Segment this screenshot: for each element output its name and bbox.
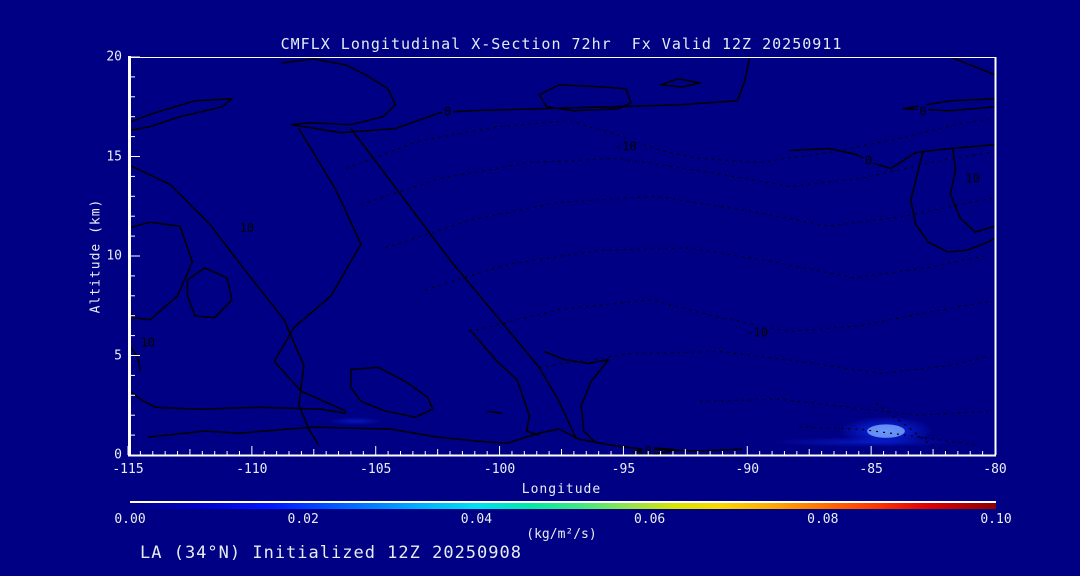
colorbar-tick-label: 0.10 xyxy=(980,512,1012,527)
weak-flux-patch xyxy=(328,417,384,426)
contour-line xyxy=(273,128,362,412)
contour-value-labels: 0 -10 10 10 -10 0 0 10 0 xyxy=(138,102,983,458)
colorbar-tick-label: 0.06 xyxy=(633,512,666,527)
negative-contours xyxy=(345,118,993,454)
x-axis-title: Longitude xyxy=(521,482,602,497)
x-tick-label: -80 xyxy=(983,462,1007,477)
contour-line xyxy=(281,57,751,134)
contour-line-negative xyxy=(875,402,951,454)
x-tick-label: -110 xyxy=(236,462,268,477)
contour-label: 10 xyxy=(965,171,979,185)
contour-line xyxy=(950,57,995,76)
contour-line-negative xyxy=(345,118,991,169)
colorbar-tick-label: 0.04 xyxy=(460,512,493,527)
y-tick-label: 10 xyxy=(106,248,122,264)
y-tick-label: 0 xyxy=(114,447,122,463)
contour-line xyxy=(659,78,701,88)
contour-line xyxy=(543,350,610,444)
initialization-info: LA (34°N) Initialized 12Z 20250908 xyxy=(140,543,522,563)
contour-label: 10 xyxy=(141,336,155,350)
x-tick-label: -100 xyxy=(483,462,516,477)
x-tick-label: -105 xyxy=(360,462,392,477)
contour-line xyxy=(902,98,995,112)
contour-line xyxy=(128,388,347,414)
y-tick-label: 20 xyxy=(106,49,122,65)
contour-line xyxy=(910,150,995,253)
axes-frame xyxy=(127,56,997,457)
contour-line-negative xyxy=(425,247,986,291)
contour-line xyxy=(487,410,503,414)
contour-line xyxy=(128,163,320,446)
low-level-flux-maximum-core xyxy=(867,424,905,438)
contour-line xyxy=(469,329,540,436)
y-tick-label: 5 xyxy=(114,348,122,363)
contour-line-negative xyxy=(700,398,991,416)
contour-line-negative xyxy=(799,426,976,446)
contour-label: 0 xyxy=(920,105,927,119)
x-tick-label: -90 xyxy=(735,462,760,477)
chart-title: CMFLX Longitudinal X-Section 72hr Fx Val… xyxy=(280,35,843,53)
contour-label: 10 xyxy=(240,221,254,235)
contour-line-negative xyxy=(469,299,988,333)
contour-line xyxy=(128,343,142,372)
contour-line xyxy=(186,267,233,319)
contour-label: -10 xyxy=(615,140,637,154)
contour-line xyxy=(350,128,578,440)
colorbar-tick-label: 0.00 xyxy=(114,512,146,527)
colorbar-gradient xyxy=(130,501,996,509)
y-tick-label: 15 xyxy=(106,149,122,164)
contour-line xyxy=(789,143,995,170)
contour-line-negative xyxy=(385,195,993,249)
colorbar-tick-label: 0.02 xyxy=(287,512,319,527)
contour-label: 0 xyxy=(444,105,451,119)
contour-line xyxy=(147,426,743,452)
contour-line-negative xyxy=(360,151,991,205)
x-tick-label: -85 xyxy=(859,462,883,477)
contour-label: 0 xyxy=(645,444,652,458)
contour-line-negative xyxy=(539,350,991,374)
plot-area: 0 -10 10 10 -10 0 0 10 0 xyxy=(128,57,995,458)
contour-line xyxy=(128,221,194,321)
contour-line xyxy=(350,366,434,418)
near-surface-flux-streak xyxy=(769,437,958,448)
contour-line xyxy=(949,148,995,233)
contour-label: 0 xyxy=(865,153,872,167)
contour-label: -10 xyxy=(746,326,768,340)
contour-line xyxy=(128,98,233,132)
positive-contours xyxy=(128,57,995,455)
x-tick-label: -115 xyxy=(112,462,144,477)
contour-line xyxy=(538,84,632,112)
colorbar-tick-label: 0.08 xyxy=(807,512,839,527)
x-tick-label: -95 xyxy=(611,462,636,477)
colorbar-units-label: (kg/m²/s) xyxy=(526,527,597,542)
